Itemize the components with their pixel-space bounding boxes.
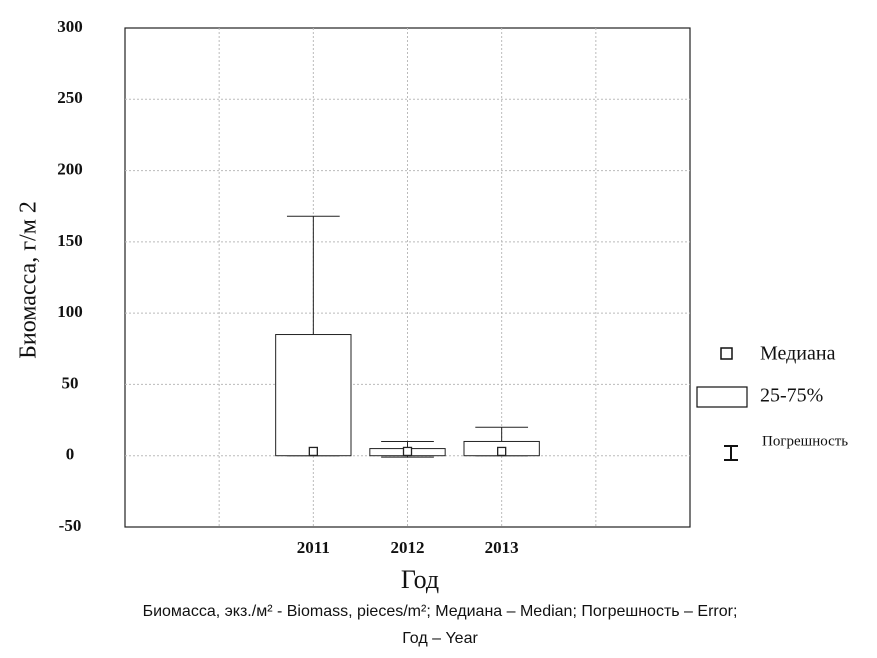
x-tick-label: 2013 — [485, 538, 519, 557]
y-tick-label: 300 — [57, 17, 83, 36]
legend-box-icon — [696, 386, 748, 408]
median — [308, 446, 318, 457]
y-tick-label: 250 — [57, 88, 83, 107]
legend-median-icon — [720, 347, 733, 360]
legend-label: 25-75% — [760, 385, 823, 407]
y-tick-label: 150 — [57, 231, 83, 250]
caption-line: Год – Year — [402, 630, 478, 647]
median — [497, 446, 507, 457]
box — [275, 334, 352, 457]
y-axis-label: Биомасса, г/м 2 — [16, 201, 42, 359]
x-tick-label: 2012 — [391, 538, 425, 557]
median — [402, 446, 413, 457]
y-tick-label: 100 — [57, 302, 83, 321]
legend-whisker-icon — [724, 445, 738, 461]
y-tick-label: 0 — [66, 445, 75, 464]
legend-label: Погрешность — [762, 433, 848, 449]
legend-label: Медиана — [760, 343, 836, 365]
caption-line: Биомасса, экз./м² - Biomass, pieces/m²; … — [143, 603, 738, 620]
x-tick-label: 2011 — [297, 538, 330, 557]
y-tick-label: 200 — [57, 159, 83, 178]
y-tick-label: 50 — [62, 373, 79, 392]
x-axis-label: Год — [401, 565, 439, 594]
y-tick-label: -50 — [59, 516, 82, 535]
